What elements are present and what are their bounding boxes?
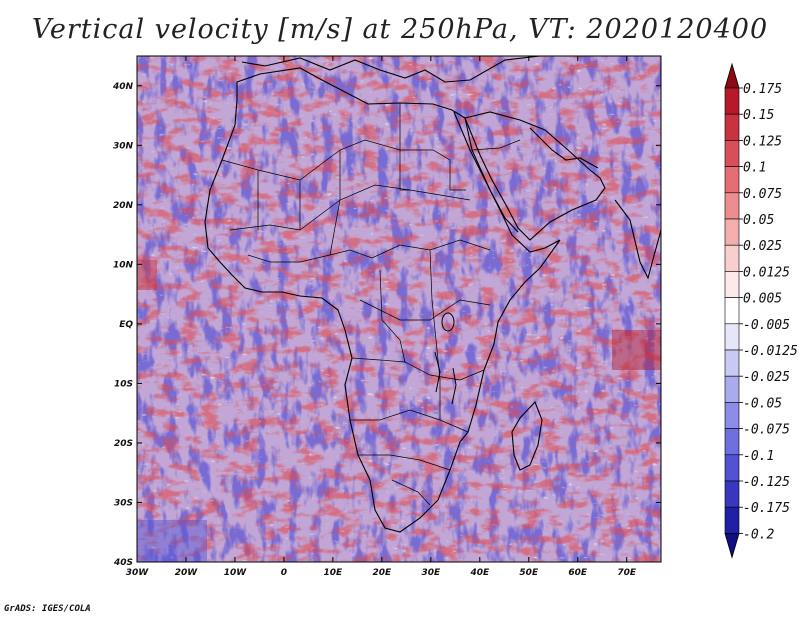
lon-label: 70E [617,568,637,578]
lat-label: 40S [113,558,133,568]
colorbar-segment [724,375,740,403]
lon-label: 20W [175,568,199,578]
colorbar-segment [724,349,740,377]
colorbar-label: -0.05 [743,396,782,411]
colorbar-segment [724,166,740,194]
colorbar-segment [724,271,740,298]
colorbar-label: -0.1 [743,449,774,464]
colorbar-segment [724,480,740,508]
colorbar-label: 0.05 [743,213,774,228]
colorbar-min-arrow [724,533,740,559]
lat-label: 40N [112,82,134,92]
lon-label: 60E [568,568,588,578]
colorbar-label: 0.15 [743,108,774,123]
arabia-coastline [464,111,606,241]
colorbar-label: -0.075 [743,423,790,438]
lakes [434,312,457,405]
velocity-field [137,56,661,562]
colorbar-label: 0.005 [743,292,782,307]
lon-label: 40E [469,568,490,578]
lon-label: 10W [224,568,248,578]
madagascar-coastline [511,400,543,471]
colorbar-segment [724,428,740,456]
coastlines [204,56,661,533]
lon-label: 30E [421,568,441,578]
chart-title: Vertical velocity [m/s] at 250hPa, VT: 2… [31,14,769,45]
lon-label: 20E [373,568,393,578]
colorbar-label: 0.125 [743,134,782,149]
axis-ticks [136,56,661,563]
colorbar-label: -0.0125 [743,344,798,359]
colorbar-label: -0.175 [743,501,790,516]
colorbar-label: -0.005 [743,318,790,333]
lat-label: EQ [119,320,133,330]
colorbar-segment [724,297,740,325]
colorbar-segment [724,244,740,272]
lon-label: 30W [126,568,150,578]
colorbar-label: 0.075 [743,187,782,202]
colorbar-label: 0.0125 [743,265,790,280]
gulf-coast [529,127,599,169]
colorbar-segment [724,113,740,141]
lat-label: 20N [113,201,134,211]
colorbar-label: -0.025 [743,370,790,385]
colorbar-max-arrow [724,62,740,89]
colorbar-segment [724,402,740,429]
colorbar-label: 0.025 [743,239,782,254]
lat-label: 20S [114,439,133,449]
red-sea-coast [453,111,519,233]
lon-label: 0 [281,568,287,578]
country-borders [221,103,521,506]
latitude-labels: 40N 30N 20N 10N EQ 10S 20S 30S 40S [112,82,134,568]
lat-label: 30N [113,141,134,151]
grads-credit: GrADS: IGES/COLA [4,604,91,614]
europe-coastline [241,56,541,83]
longitude-labels: 30W 20W 10W 0 10E 20E 30E 40E 50E 60E 70E [126,568,637,578]
colorbar-label: -0.2 [743,527,774,542]
colorbar-label: -0.125 [743,475,790,490]
colorbar-segment [724,140,740,167]
colorbar-label: 0.1 [743,161,766,176]
colorbar-segment [724,506,740,534]
lat-label: 30S [114,498,133,508]
colorbar-segment [724,323,740,351]
plot-frame [136,55,662,563]
colorbar-labels: 0.175 0.15 0.125 0.1 0.075 0.05 0.025 0.0125 0.0… [739,82,798,542]
lon-label: 10E [324,568,344,578]
colorbar-segment [724,218,740,246]
colorbar-label: 0.175 [743,82,782,97]
lat-label: 10N [113,260,134,270]
lon-label: 50E [519,568,539,578]
lat-label: 10S [114,379,133,389]
colorbar-segment [724,87,740,115]
colorbar-segment [724,454,740,482]
colorbar-segment [724,192,740,220]
colorbar [724,62,740,559]
india-coastline [614,199,661,280]
